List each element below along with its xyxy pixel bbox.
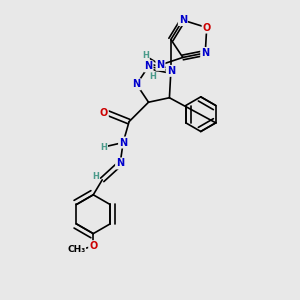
Text: H: H	[149, 72, 156, 81]
Text: N: N	[179, 15, 187, 25]
Text: H: H	[142, 51, 149, 60]
Text: N: N	[133, 79, 141, 89]
Text: N: N	[144, 61, 153, 71]
Text: H: H	[100, 142, 107, 152]
Text: N: N	[116, 158, 124, 168]
Text: O: O	[202, 22, 211, 33]
Text: N: N	[167, 66, 175, 76]
Text: O: O	[100, 108, 108, 118]
Text: N: N	[119, 137, 127, 148]
Text: N: N	[156, 60, 164, 70]
Text: CH₃: CH₃	[67, 244, 86, 253]
Text: H: H	[92, 172, 99, 182]
Text: O: O	[89, 241, 98, 251]
Text: N: N	[201, 48, 209, 58]
